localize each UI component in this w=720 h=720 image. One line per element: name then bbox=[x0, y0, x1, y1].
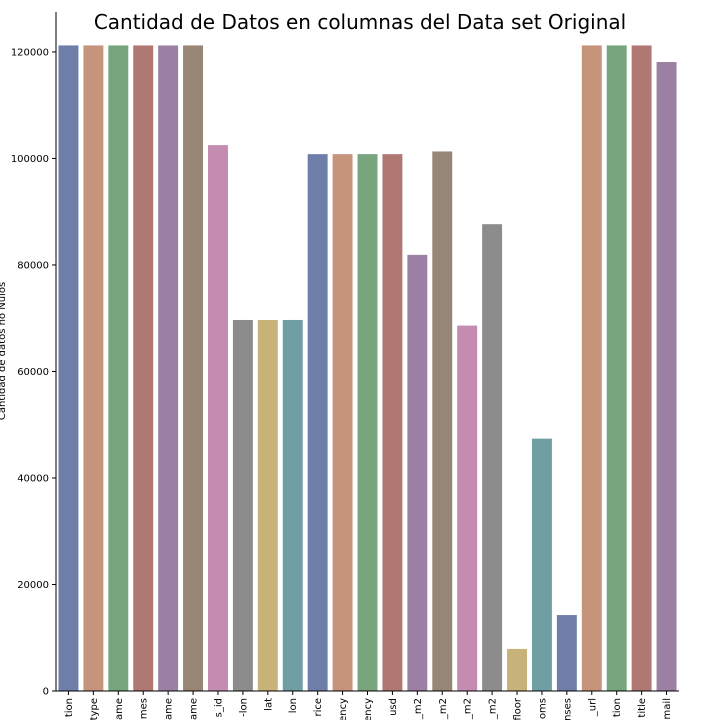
y-tick-label: 60000 bbox=[17, 367, 49, 378]
bar bbox=[332, 154, 353, 691]
x-tick-label: tion bbox=[64, 698, 75, 717]
x-tick-label: _m2 bbox=[413, 698, 424, 720]
x-tick-label: s_id bbox=[213, 698, 224, 717]
x-tick-label: ency bbox=[338, 698, 349, 720]
bar bbox=[656, 62, 677, 691]
x-tick-label: ame bbox=[114, 698, 125, 720]
bar bbox=[257, 319, 278, 691]
bar bbox=[208, 145, 228, 691]
x-tick-label: lat bbox=[263, 698, 274, 711]
bar bbox=[482, 224, 503, 691]
bar bbox=[357, 154, 378, 691]
bar bbox=[58, 45, 79, 691]
bar bbox=[556, 615, 577, 691]
x-tick-label: oms bbox=[537, 698, 548, 719]
chart-title: Cantidad de Datos en columnas del Data s… bbox=[94, 10, 626, 34]
bar bbox=[581, 45, 602, 691]
bar bbox=[457, 325, 478, 691]
y-axis-ticks: 0 20000 40000 60000 80000 100000 120000 bbox=[11, 47, 56, 698]
x-tick-label: mes bbox=[139, 698, 150, 719]
x-tick-label: usd bbox=[388, 698, 399, 716]
bars-group bbox=[58, 45, 677, 691]
bar bbox=[133, 45, 154, 691]
bar bbox=[507, 648, 527, 691]
bar bbox=[382, 154, 403, 691]
bar bbox=[282, 319, 303, 691]
bar bbox=[108, 45, 129, 691]
x-tick-label: ency bbox=[363, 698, 374, 720]
bar bbox=[531, 438, 552, 691]
bar bbox=[232, 319, 253, 691]
x-tick-label: _m2 bbox=[438, 698, 449, 720]
x-tick-label: floor bbox=[513, 697, 524, 720]
y-axis-label: Cantidad de datos no Nulos bbox=[0, 282, 8, 420]
y-tick-label: 0 bbox=[43, 687, 49, 698]
x-tick-label: ame bbox=[189, 698, 200, 720]
bar bbox=[158, 45, 179, 691]
y-tick-label: 120000 bbox=[11, 47, 49, 58]
x-tick-label: _m2 bbox=[463, 698, 474, 720]
bar bbox=[432, 151, 453, 691]
x-tick-label: _url bbox=[587, 698, 598, 717]
bar bbox=[83, 45, 104, 691]
bar bbox=[307, 154, 328, 691]
x-axis-ticks: tion type ame mes ame ame s_id -lon lat lon rice en… bbox=[64, 691, 673, 720]
bar bbox=[407, 254, 428, 691]
x-tick-label: type bbox=[89, 698, 100, 720]
x-tick-label: rice bbox=[313, 698, 324, 717]
x-tick-label: lon bbox=[288, 698, 299, 713]
bar bbox=[631, 45, 652, 691]
y-tick-label: 40000 bbox=[17, 473, 49, 484]
x-tick-label: -lon bbox=[238, 698, 249, 717]
x-tick-label: title bbox=[637, 698, 648, 718]
y-tick-label: 20000 bbox=[17, 580, 49, 591]
bar bbox=[183, 45, 204, 691]
x-tick-label: mail bbox=[662, 698, 673, 719]
x-tick-label: ame bbox=[164, 698, 175, 720]
x-tick-label: _m2 bbox=[488, 698, 499, 720]
bar bbox=[606, 45, 627, 691]
x-tick-label: tion bbox=[612, 698, 623, 717]
y-tick-label: 80000 bbox=[17, 260, 49, 271]
x-tick-label: nses bbox=[562, 698, 573, 720]
y-tick-label: 100000 bbox=[11, 154, 49, 165]
